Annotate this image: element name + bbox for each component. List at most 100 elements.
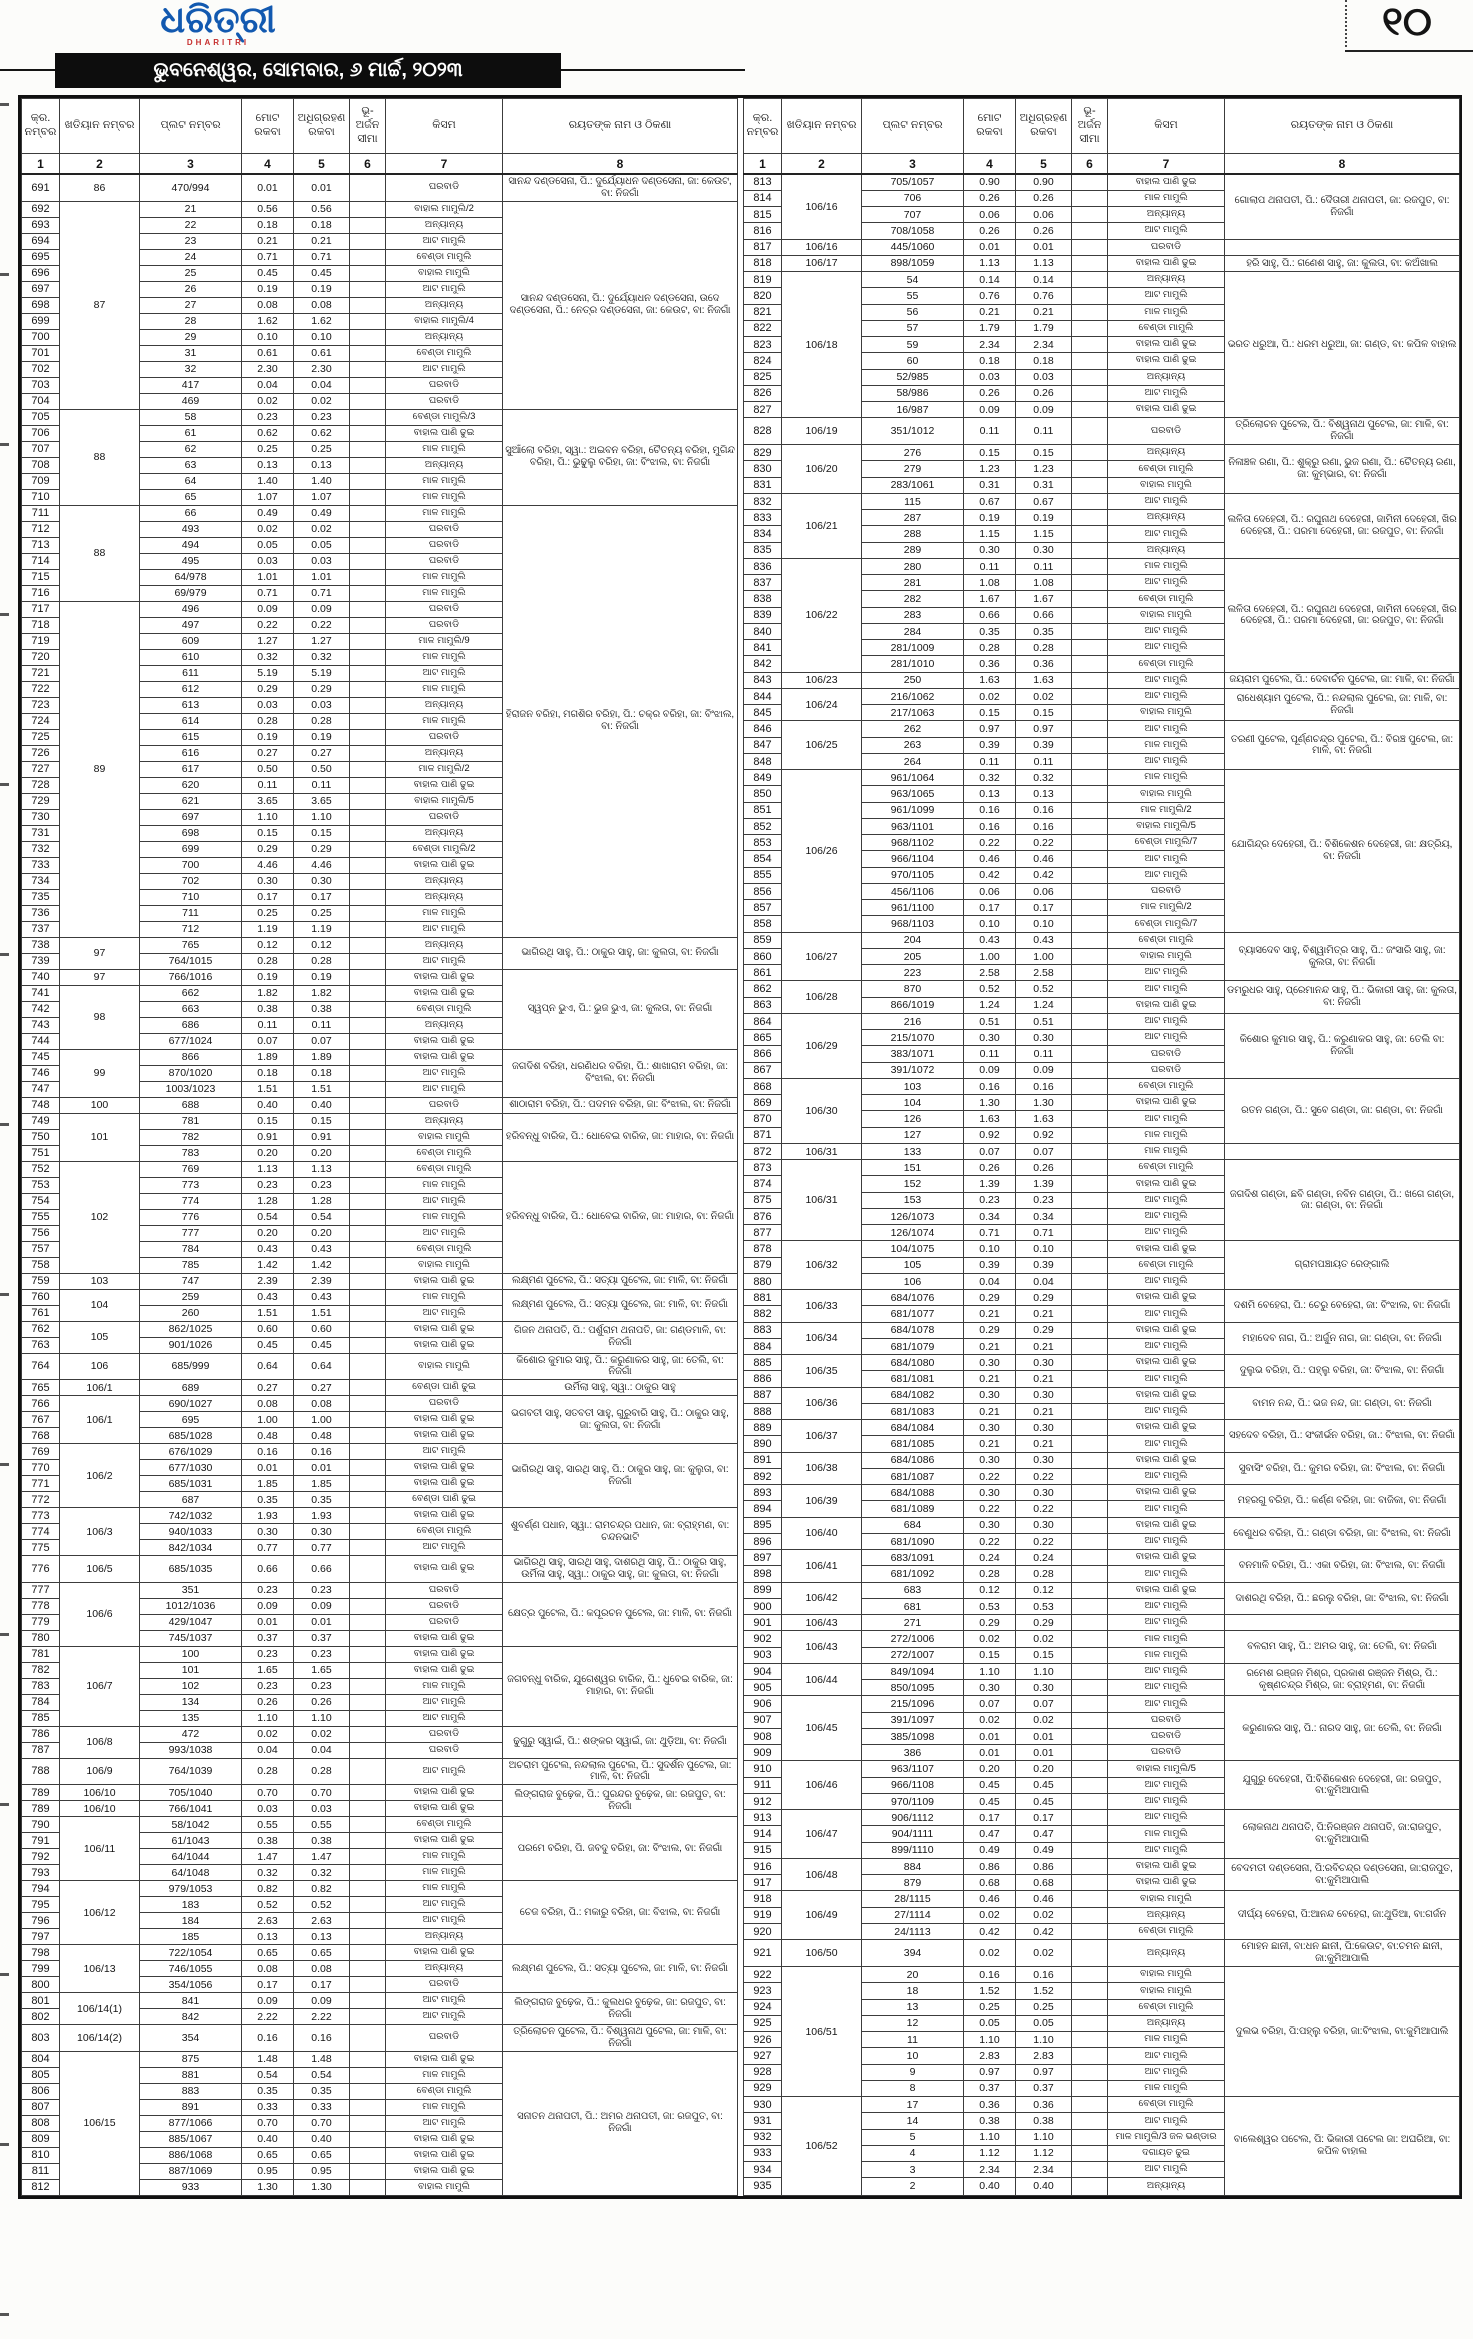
fold-mark (0, 1803, 9, 1806)
cell-total-area: 0.21 (963, 1402, 1016, 1421)
cell-plot: 676/1029 (139, 1443, 242, 1460)
cell-total-area: 0.66 (963, 606, 1016, 624)
dateline-bar: ଭୁବନେଶ୍ୱର, ସୋମବାର, ୬ ମାର୍ଚ୍ଚ, ୨୦୨୩ (55, 53, 561, 88)
cell-serial: 808 (21, 2114, 60, 2132)
table-row: 914 904/1111 0.47 0.47 ମାଳ ମାମୁଲି (743, 1825, 1460, 1843)
col-header-6: ଭୂ-ଅର୍ଜନ ସୀମା (349, 98, 386, 154)
cell-plot: 685/999 (139, 1352, 242, 1380)
cell-owner-name: ରାଧେଶ୍ୟାମ ପୁଟେଲ, ପି.: ନନ୍ଦଲାଲ ପୁଟେଲ, ଜା:… (1224, 687, 1460, 722)
cell-total-area: 1.00 (963, 947, 1016, 966)
cell-kisam: ମାଳ ମାମୁଲି (385, 504, 503, 522)
cell-bhu-arjan-sima (1071, 1760, 1108, 1778)
cell-total-area: 0.42 (963, 1922, 1016, 1941)
cell-khatiyan: 106/17 (781, 254, 862, 273)
cell-serial: 734 (21, 872, 60, 890)
cell-bhu-arjan-sima (1071, 525, 1108, 543)
table-row: 719 609 1.27 1.27 ମାଳ ମାମୁଲି/9 (21, 632, 738, 650)
cell-total-area: 0.11 (241, 776, 294, 794)
cell-owner-name: ବନମାଳି ବରିହା, ପି.: ଏକା ବରିହା, ଜା: ବିଂଝାଲ… (1224, 1549, 1460, 1583)
table-row: 730 697 1.10 1.10 ଘରବାଡି (21, 808, 738, 826)
table-row: 830 279 1.23 1.23 ବେଣ୍ଡା ମାମୁଲି (743, 460, 1460, 478)
cell-total-area: 0.15 (963, 704, 1016, 722)
cell-bhu-arjan-sima (349, 1064, 386, 1082)
cell-plot: 391/1072 (861, 1061, 964, 1079)
cell-khatiyan: 106 (59, 1352, 140, 1380)
cell-total-area: 1.79 (963, 319, 1016, 338)
cell-owner-name: ଲକ୍ଷ୍ମଣ ପୁଟେଲ, ପି.: ସତ୍ୟା ପୁଟେଲ, ଜା: ମାଳ… (502, 1288, 738, 1322)
cell-kisam: ଘରବାଡି (385, 600, 503, 618)
cell-plot: 712 (139, 920, 242, 938)
cell-serial: 906 (743, 1695, 782, 1713)
cell-total-area: 0.37 (963, 2079, 1016, 2098)
cell-bhu-arjan-sima (349, 1757, 386, 1785)
cell-kisam: ଆଟ ମାମୁଲି (1107, 850, 1225, 868)
cell-plot: 970/1105 (861, 866, 964, 884)
cell-total-area: 0.54 (241, 2066, 294, 2084)
cell-total-area: 0.01 (963, 1744, 1016, 1762)
table-row: 786 106/8 472 0.02 0.02 ଘରବାଡି ଢୁଗୁରୁ ସ୍ୱାଇଁ, … (21, 1725, 738, 1759)
cell-plot: 745/1037 (139, 1629, 242, 1647)
cell-kisam: ବାହାଲ ପାଣି ଢୁଇ (1107, 996, 1225, 1014)
cell-khatiyan: 106/15 (59, 2050, 140, 2196)
cell-bhu-arjan-sima (349, 1352, 386, 1380)
cell-plot: 66 (139, 504, 242, 522)
cell-plot: 62 (139, 440, 242, 458)
cell-bhu-arjan-sima (1071, 1597, 1108, 1616)
cell-plot: 702 (139, 872, 242, 890)
cell-serial: 820 (743, 287, 782, 305)
cell-serial: 802 (21, 2008, 60, 2025)
cell-total-area: 0.50 (241, 760, 294, 778)
cell-bhu-arjan-sima (349, 1395, 386, 1412)
cell-kisam: ବାହାଲ ମାମୁଲି/5 (1107, 1760, 1225, 1778)
col-header-3: ପ୍ଲଟ ନମ୍ବର (139, 98, 242, 154)
cell-serial: 775 (21, 1539, 60, 1556)
cell-kisam: ବାହାଲ ପାଣି ଢୁଇ (1107, 1484, 1225, 1502)
cell-plot: 280 (861, 557, 964, 576)
cell-acquired-area: 0.53 (1015, 1597, 1072, 1616)
cell-plot: 689 (139, 1379, 242, 1396)
cell-kisam: ବାହାଲ ମାମୁଲି (1107, 704, 1225, 722)
cell-owner-name: ଚେଜ ବରିହା, ପି.: ମକାରୁ ବରିହା, ଜା: ବିଝାଲ, … (502, 1880, 738, 1945)
cell-total-area: 0.39 (963, 736, 1016, 754)
cell-plot: 106 (861, 1272, 964, 1291)
cell-acquired-area: 0.46 (1015, 850, 1072, 868)
cell-serial: 776 (21, 1555, 60, 1583)
cell-serial: 931 (743, 2112, 782, 2130)
cell-total-area: 1.93 (241, 1507, 294, 1524)
cell-kisam: ଅନ୍ୟାନ୍ୟ (1107, 1906, 1225, 1924)
cell-kisam: ଆଟ ମାମୁଲି (385, 2114, 503, 2132)
cell-bhu-arjan-sima (1071, 1792, 1108, 1811)
cell-khatiyan: 103 (59, 1272, 140, 1290)
cell-acquired-area: 0.29 (1015, 1321, 1072, 1339)
cell-kisam: ଆଟ ମାମୁଲି (1107, 525, 1225, 543)
cell-plot: 391/1097 (861, 1711, 964, 1729)
notice-table-right: କ୍ର. ନମ୍ବର ଖତିୟାନ ନମ୍ବର ପ୍ଲଟ ନମ୍ବର ମୋଟ ରକବା… (743, 98, 1460, 2196)
cell-serial: 784 (21, 1693, 60, 1711)
cell-khatiyan: 106/14(2) (59, 2024, 140, 2052)
cell-serial: 837 (743, 574, 782, 592)
cell-bhu-arjan-sima (1071, 1337, 1108, 1356)
cell-acquired-area: 0.13 (293, 1928, 350, 1945)
cell-plot: 23 (139, 232, 242, 250)
cell-serial: 709 (21, 472, 60, 490)
cell-bhu-arjan-sima (1071, 1922, 1108, 1941)
cell-kisam: ବାହାଲ ପାଣି ଢୁଇ (1107, 1354, 1225, 1372)
table-row: 713 494 0.05 0.05 ଘରବାଡି (21, 536, 738, 554)
cell-serial: 889 (743, 1419, 782, 1437)
cell-plot: 698 (139, 824, 242, 842)
cell-serial: 829 (743, 444, 782, 462)
cell-kisam: ଆଟ ମାମୁଲି (1107, 1337, 1225, 1356)
cell-total-area: 0.30 (241, 1523, 294, 1540)
cell-serial: 697 (21, 280, 60, 298)
cell-bhu-arjan-sima (349, 584, 386, 602)
cell-bhu-arjan-sima (349, 2008, 386, 2025)
cell-bhu-arjan-sima (349, 984, 386, 1002)
cell-acquired-area: 0.16 (1015, 801, 1072, 819)
cell-acquired-area: 0.12 (1015, 1581, 1072, 1599)
cell-serial: 804 (21, 2050, 60, 2068)
cell-plot: 281/1010 (861, 655, 964, 673)
cell-plot: 105 (861, 1256, 964, 1274)
cell-total-area: 0.14 (963, 270, 1016, 289)
cell-total-area: 0.01 (241, 1613, 294, 1631)
cell-bhu-arjan-sima (349, 376, 386, 394)
